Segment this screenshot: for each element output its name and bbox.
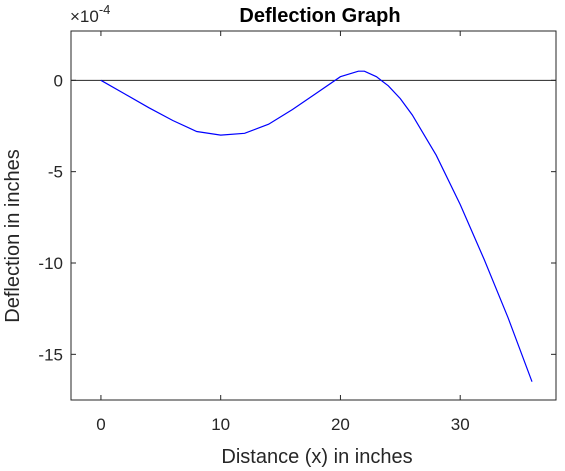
x-axis-label: Distance (x) in inches <box>221 446 412 468</box>
y-tick-label: -10 <box>38 254 63 273</box>
y-tick-label: 0 <box>54 71 63 90</box>
x-tick-label: 20 <box>331 415 350 434</box>
x-tick-label: 30 <box>451 415 470 434</box>
deflection-series-line <box>100 70 533 382</box>
y-axis-ticks: 0 -5 -10 -15 <box>38 71 556 364</box>
plot-area <box>70 30 557 401</box>
x-axis-ticks: 0 10 20 30 <box>96 31 470 434</box>
y-tick-label: -15 <box>38 345 63 364</box>
x-tick-label: 10 <box>211 415 230 434</box>
y-axis-multiplier: ×10-4 <box>70 2 110 26</box>
chart-title: Deflection Graph <box>239 5 400 27</box>
y-tick-label: -5 <box>48 163 63 182</box>
y-multiplier-exponent: -4 <box>99 2 111 17</box>
y-axis-label: Deflection in inches <box>2 149 24 322</box>
y-multiplier-base: ×10 <box>70 7 99 26</box>
x-tick-label: 0 <box>96 415 105 434</box>
